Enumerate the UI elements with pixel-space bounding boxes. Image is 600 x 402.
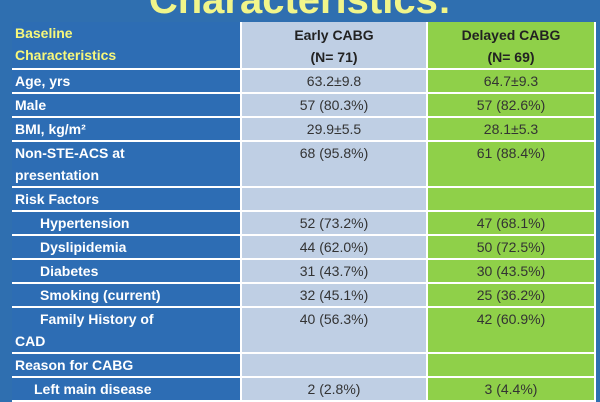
row-label-acs-line2: presentation [15, 167, 100, 183]
row-label-diabetes: Diabetes [12, 260, 242, 284]
header-delayed-line2: (N= 69) [487, 49, 535, 65]
header-delayed-cell: Delayed CABG (N= 69) [428, 22, 596, 70]
cell-early-family-history-value: 40 (56.3%) [299, 311, 369, 327]
cell-early-acs-value: 68 (95.8%) [299, 145, 369, 161]
header-label-line2: Characteristics [15, 47, 117, 63]
row-label-male: Male [12, 94, 242, 118]
cell-early-hypertension: 52 (73.2%) [242, 212, 428, 236]
row-label-acs-line1: Non-STE-ACS at [15, 145, 125, 161]
cell-early-age: 63.2±9.8 [242, 70, 428, 94]
slide-title: Characteristics: [148, 0, 452, 22]
row-label-dyslipidemia: Dyslipidemia [12, 236, 242, 260]
row-label-risk-factors: Risk Factors [12, 188, 242, 212]
row-label-smoking: Smoking (current) [12, 284, 242, 308]
row-label-family-history-line1: Family History of [40, 311, 154, 327]
cell-delayed-diabetes: 30 (43.5%) [428, 260, 596, 284]
cell-early-family-history: 40 (56.3%) [242, 308, 428, 354]
row-label-reason-for-cabg: Reason for CABG [12, 354, 242, 378]
row-label-hypertension: Hypertension [12, 212, 242, 236]
header-delayed-line1: Delayed CABG [461, 27, 561, 43]
cell-delayed-family-history-value: 42 (60.9%) [476, 311, 546, 327]
cell-early-acs: 68 (95.8%) [242, 142, 428, 188]
header-early-cell: Early CABG (N= 71) [242, 22, 428, 70]
cell-early-smoking: 32 (45.1%) [242, 284, 428, 308]
row-label-family-history: Family History of CAD [12, 308, 242, 354]
header-label-cell: Baseline Characteristics [12, 22, 242, 70]
header-early-line1: Early CABG [294, 27, 374, 43]
row-label-left-main-disease: Left main disease [12, 378, 242, 402]
row-label-family-history-line2: CAD [15, 333, 46, 349]
cell-early-left-main-disease: 2 (2.8%) [242, 378, 428, 402]
cell-early-diabetes: 31 (43.7%) [242, 260, 428, 284]
cell-delayed-dyslipidemia: 50 (72.5%) [428, 236, 596, 260]
cell-delayed-acs: 61 (88.4%) [428, 142, 596, 188]
row-label-bmi: BMI, kg/m² [12, 118, 242, 142]
cell-delayed-acs-value: 61 (88.4%) [476, 145, 546, 161]
cell-delayed-age: 64.7±9.3 [428, 70, 596, 94]
cell-delayed-risk-factors [428, 188, 596, 212]
row-label-acs: Non-STE-ACS at presentation [12, 142, 242, 188]
cell-early-risk-factors [242, 188, 428, 212]
baseline-characteristics-table: Baseline Characteristics Early CABG (N= … [12, 22, 596, 402]
row-label-age: Age, yrs [12, 70, 242, 94]
cell-delayed-smoking: 25 (36.2%) [428, 284, 596, 308]
header-early-line2: (N= 71) [310, 49, 358, 65]
cell-early-reason-for-cabg [242, 354, 428, 378]
cell-early-male: 57 (80.3%) [242, 94, 428, 118]
cell-early-dyslipidemia: 44 (62.0%) [242, 236, 428, 260]
cell-delayed-male: 57 (82.6%) [428, 94, 596, 118]
cell-early-bmi: 29.9±5.5 [242, 118, 428, 142]
cell-delayed-bmi: 28.1±5.3 [428, 118, 596, 142]
header-label-line1: Baseline [15, 25, 73, 41]
cell-delayed-left-main-disease: 3 (4.4%) [428, 378, 596, 402]
cell-delayed-family-history: 42 (60.9%) [428, 308, 596, 354]
cell-delayed-hypertension: 47 (68.1%) [428, 212, 596, 236]
cell-delayed-reason-for-cabg [428, 354, 596, 378]
